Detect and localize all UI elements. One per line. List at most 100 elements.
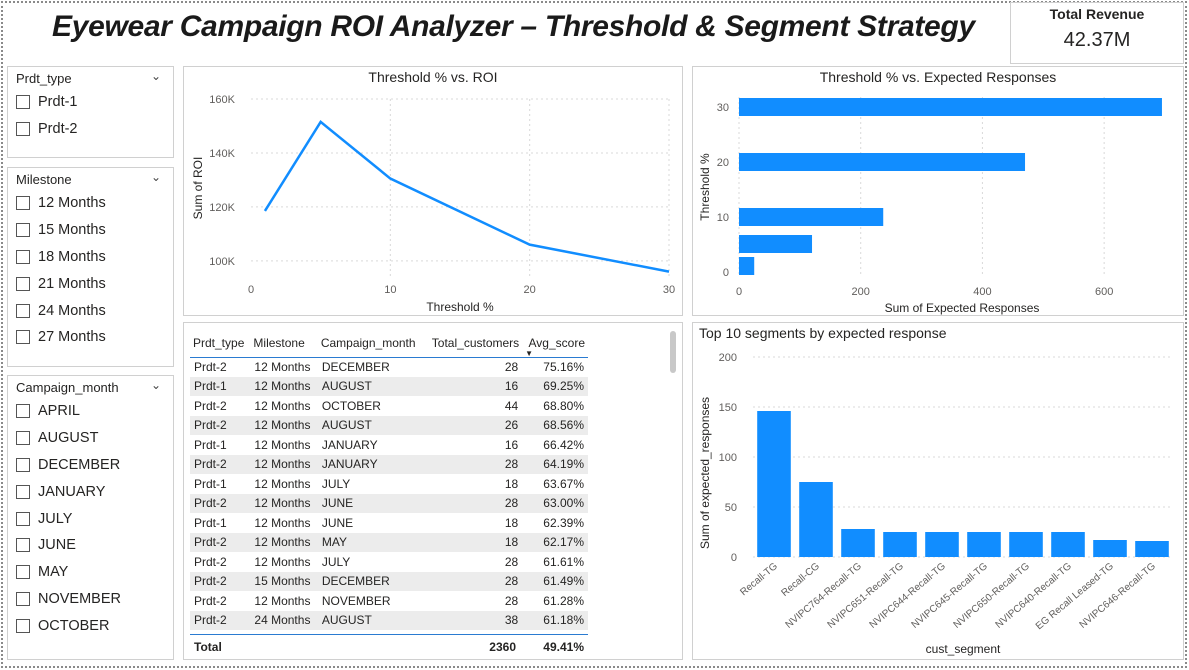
- segments-bar-chart: 0 50 100 150 200 Recall-TG Recall-CGNVIPC764-R…: [698, 352, 1173, 656]
- checkbox[interactable]: [16, 431, 30, 446]
- slicer-option[interactable]: 15 Months: [8, 217, 173, 244]
- table-row[interactable]: Prdt-1 12 Months AUGUST 16 69.25%: [190, 376, 588, 396]
- table-row[interactable]: Prdt-1 12 Months JANUARY 16 66.42%: [190, 435, 588, 455]
- slicer-prdt-type[interactable]: Prdt_type ⌄ Prdt-1 Prdt-2: [7, 66, 174, 158]
- checkbox[interactable]: [16, 484, 30, 499]
- table-cell: Prdt-2: [194, 535, 227, 550]
- checkbox[interactable]: [16, 95, 30, 110]
- slicer-option[interactable]: NOVEMBER: [8, 586, 173, 613]
- column-header[interactable]: Prdt_type: [190, 329, 251, 358]
- slicer-option-label: 21 Months: [38, 275, 106, 292]
- column-header[interactable]: Milestone: [250, 329, 318, 358]
- x-tick-label: 0: [736, 286, 742, 298]
- slicer-title: Campaign_month: [16, 380, 119, 395]
- checkbox[interactable]: [16, 303, 30, 318]
- table-cell: 15 Months: [254, 574, 311, 589]
- table-row[interactable]: Prdt-2 24 Months AUGUST 38 61.18%: [190, 610, 588, 630]
- slicer-milestone[interactable]: Milestone ⌄ 12 Months 15 Months 18 Months 21…: [7, 167, 174, 367]
- table-row[interactable]: Prdt-2 12 Months JUNE 28 63.00%: [190, 493, 588, 513]
- table-cell: 12 Months: [254, 379, 311, 394]
- roi-line-chart-card[interactable]: Threshold % vs. ROI 100K 120K 140K 160K 0 10 2…: [183, 66, 683, 316]
- checkbox[interactable]: [16, 223, 30, 238]
- slicer-option[interactable]: JULY: [8, 505, 173, 532]
- slicer-option[interactable]: Prdt-1: [8, 89, 173, 116]
- column-header[interactable]: Avg_score ▼: [522, 329, 588, 358]
- table-cell: 28: [504, 496, 519, 511]
- table-row[interactable]: Prdt-2 15 Months DECEMBER 28 61.49%: [190, 571, 588, 591]
- table-cell: 64.19%: [543, 457, 584, 472]
- table-row[interactable]: Prdt-2 12 Months MAY 18 62.17%: [190, 532, 588, 552]
- checkbox[interactable]: [16, 538, 30, 553]
- x-tick-label: NVIPC650-Recall-TG: [952, 561, 1032, 631]
- table-cell: Prdt-2: [194, 457, 227, 472]
- total-score: 49.41%: [543, 639, 584, 654]
- table-row[interactable]: Prdt-2 12 Months NOVEMBER 28 61.28%: [190, 591, 588, 611]
- segments-bar-chart-card[interactable]: Top 10 segments by expected response 0 50…: [692, 322, 1184, 660]
- chevron-down-icon[interactable]: ⌄: [150, 170, 161, 184]
- checkbox[interactable]: [16, 565, 30, 580]
- table-row[interactable]: Prdt-1 12 Months JUNE 18 62.39%: [190, 513, 588, 533]
- checkbox[interactable]: [16, 457, 30, 472]
- checkbox[interactable]: [16, 591, 30, 606]
- checkbox[interactable]: [16, 276, 30, 291]
- y-tick-label: 100: [719, 452, 737, 464]
- x-tick-label: Recall-TG: [738, 561, 780, 598]
- table-row[interactable]: Prdt-2 12 Months DECEMBER 28 75.16%: [190, 357, 588, 377]
- table-row[interactable]: Prdt-2 12 Months JANUARY 28 64.19%: [190, 454, 588, 474]
- slicer-option[interactable]: AUGUST: [8, 425, 173, 452]
- bar: [739, 257, 755, 275]
- slicer-option[interactable]: 12 Months: [8, 190, 173, 217]
- slicer-option[interactable]: MAY: [8, 559, 173, 586]
- table-scrollbar[interactable]: [670, 331, 676, 373]
- column-header[interactable]: Campaign_month: [317, 329, 424, 358]
- table-cell: 12 Months: [254, 535, 311, 550]
- table-cell: OCTOBER: [321, 398, 381, 413]
- slicer-option-label: Prdt-1: [38, 94, 78, 111]
- slicer-campaign-month[interactable]: Campaign_month ⌄ APRIL AUGUST DECEMBER JANUA…: [7, 375, 174, 660]
- slicer-option-label: 27 Months: [38, 329, 106, 346]
- total-revenue-card[interactable]: Total Revenue 42.37M: [1010, 2, 1184, 64]
- table-row[interactable]: Prdt-2 12 Months JULY 28 61.61%: [190, 552, 588, 572]
- table-cell: JULY: [321, 476, 351, 491]
- slicer-option[interactable]: 27 Months: [8, 324, 173, 351]
- slicer-option[interactable]: APRIL: [8, 398, 173, 425]
- slicer-option[interactable]: Prdt-2: [8, 116, 173, 143]
- checkbox[interactable]: [16, 122, 30, 137]
- x-tick-label: Recall-CG: [780, 561, 823, 599]
- slicer-option[interactable]: 21 Months: [8, 270, 173, 297]
- slicer-option[interactable]: DECEMBER: [8, 452, 173, 479]
- x-tick-label: NVIPC646-Recall-TG: [1078, 561, 1158, 631]
- slicer-option[interactable]: 18 Months: [8, 244, 173, 271]
- x-tick-label: 20: [524, 284, 536, 296]
- slicer-option[interactable]: 24 Months: [8, 297, 173, 324]
- table-cell: Prdt-2: [194, 418, 227, 433]
- chevron-down-icon[interactable]: ⌄: [150, 378, 161, 392]
- checkbox[interactable]: [16, 249, 30, 264]
- checkbox[interactable]: [16, 618, 30, 633]
- chevron-down-icon[interactable]: ⌄: [150, 69, 161, 83]
- slicer-option[interactable]: JUNE: [8, 532, 173, 559]
- table-row[interactable]: Prdt-2 12 Months AUGUST 26 68.56%: [190, 415, 588, 435]
- slicer-option[interactable]: OCTOBER: [8, 612, 173, 639]
- table-row[interactable]: Prdt-1 12 Months JULY 18 63.67%: [190, 474, 588, 494]
- table-cell: JULY: [321, 554, 351, 569]
- bar: [739, 98, 1162, 116]
- table-cell: 12 Months: [254, 360, 311, 374]
- table-cell: 12 Months: [254, 418, 311, 433]
- table-cell: Prdt-1: [194, 515, 227, 530]
- checkbox[interactable]: [16, 330, 30, 345]
- y-tick-label: 150: [719, 402, 737, 414]
- column-header[interactable]: Total_customers: [423, 329, 523, 358]
- x-tick-label: 600: [1095, 286, 1113, 298]
- checkbox[interactable]: [16, 404, 30, 419]
- table-cell: 63.67%: [543, 476, 584, 491]
- responses-bar-chart-card[interactable]: Threshold % vs. Expected Responses 0 200 4…: [692, 66, 1184, 316]
- table-row[interactable]: Prdt-2 12 Months OCTOBER 44 68.80%: [190, 396, 588, 416]
- slicer-option-label: JUNE: [38, 537, 76, 554]
- checkbox[interactable]: [16, 196, 30, 211]
- slicer-option-label: DECEMBER: [38, 456, 121, 473]
- bar: [841, 529, 875, 557]
- checkbox[interactable]: [16, 511, 30, 526]
- slicer-option[interactable]: JANUARY: [8, 478, 173, 505]
- campaign-table-card[interactable]: Prdt_type Milestone Campaign_month Total_cu…: [183, 322, 683, 660]
